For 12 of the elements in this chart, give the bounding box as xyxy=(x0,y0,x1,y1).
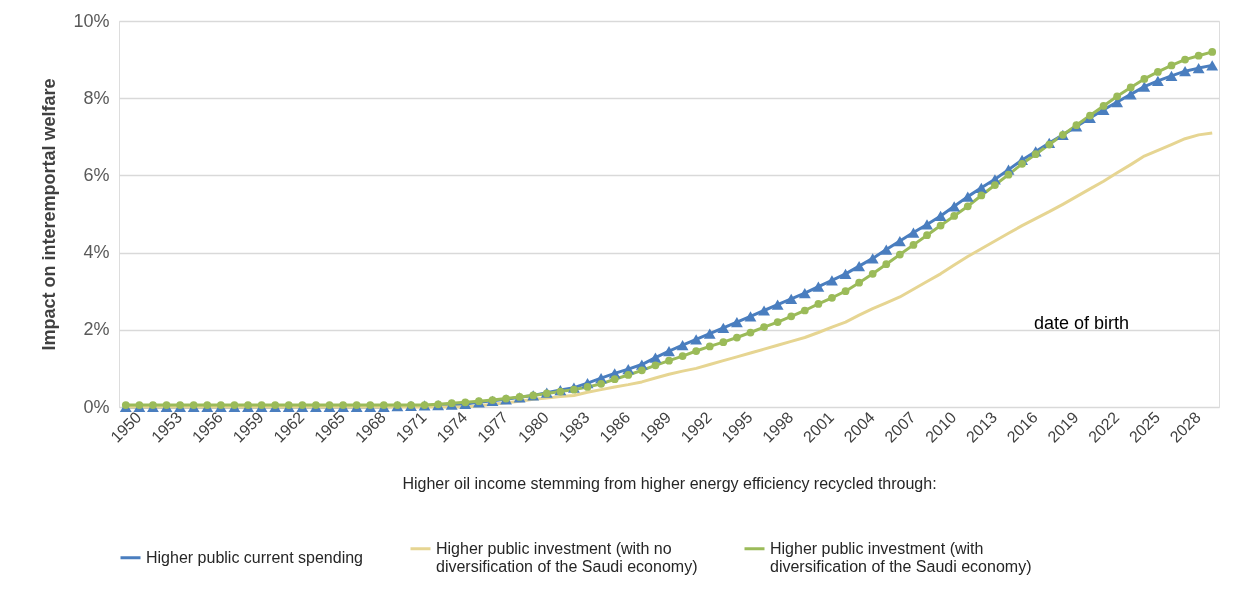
y-axis-title: Impact on interemportal welfare xyxy=(39,78,60,351)
legend-label: Higher public investment (with diversification of the Saudi economy) xyxy=(770,539,1032,575)
y-tick-label: 6% xyxy=(83,164,110,185)
y-tick-label: 0% xyxy=(83,396,110,417)
annotation: date of birth xyxy=(1034,313,1130,333)
y-tick-label: 8% xyxy=(83,87,110,108)
x-axis-title: Higher oil income stemming from higher energy efficiency recycled through: xyxy=(402,474,937,492)
legend-label: Higher public current spending xyxy=(146,548,364,566)
y-tick-label: 4% xyxy=(83,242,110,263)
y-tick-label: 10% xyxy=(73,10,110,31)
legend-label: Higher public investment (with no diversification of the Saudi economy) xyxy=(436,539,698,575)
y-tick-label: 2% xyxy=(83,319,110,340)
